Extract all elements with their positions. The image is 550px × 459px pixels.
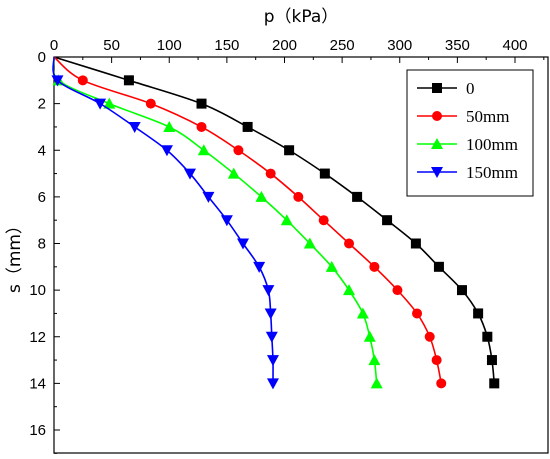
data-point [482,331,493,342]
x-tick-label: 100 [157,37,182,54]
data-point [363,330,376,342]
data-point [356,307,369,319]
data-point [262,285,275,297]
series-0 [53,56,500,389]
y-tick-label: 2 [38,96,46,113]
y-axis-title: s（mm） [5,217,25,293]
data-point [266,355,279,367]
data-point [343,284,356,296]
x-axis-title: p（kPa） [264,7,339,27]
data-point [77,75,88,86]
series-100mm [52,56,383,389]
y-tick-label: 8 [38,236,46,253]
data-point [280,214,293,226]
data-point [145,98,156,109]
legend-box [406,69,534,197]
legend-marker [432,111,442,121]
legend-label: 0 [466,79,475,98]
data-point [344,238,355,249]
x-tick-label: 0 [50,37,58,54]
x-tick-label: 250 [330,37,355,54]
data-point [163,120,176,132]
data-point [436,378,447,389]
x-tick-label: 150 [214,37,239,54]
data-point [319,168,330,179]
data-point [253,261,266,273]
y-tick-label: 14 [29,375,46,392]
data-point [128,121,141,133]
data-point [197,144,210,156]
data-point [382,215,393,226]
data-point [424,331,435,342]
data-point [412,308,423,319]
legend: 0 50mm 100mm 150mm [406,69,534,197]
data-point [489,378,500,389]
data-point [233,145,244,156]
legend-marker [431,138,443,149]
data-point [265,331,278,343]
data-point [303,237,316,249]
data-point [264,308,277,320]
data-point [456,285,467,296]
data-point [368,354,381,366]
data-point [196,121,207,132]
y-tick-label: 4 [38,142,46,159]
plot-frame [53,56,549,454]
data-point [183,168,196,180]
data-point [242,121,253,132]
data-point [255,190,268,202]
legend-label: 150mm [466,163,518,182]
data-point [325,260,338,272]
data-point [202,191,215,203]
y-tick-label: 10 [29,282,46,299]
y-tick-label: 12 [29,329,46,346]
x-tick-label: 300 [387,37,412,54]
y-tick-label: 16 [29,422,46,439]
data-point [51,75,64,87]
x-tick-label: 400 [502,37,527,54]
data-point [369,261,380,272]
data-point [266,378,279,390]
series-150mm [51,56,279,390]
x-axis: 0 50 100 150 200 250 300 350 400 [50,37,545,63]
y-tick-label: 6 [38,189,46,206]
data-point [227,167,240,179]
data-point [293,191,304,202]
x-tick-label: 50 [103,37,120,54]
y-axis: 0 2 4 6 8 10 12 14 16 [29,49,60,454]
series-line [52,56,274,384]
legend-marker [432,83,442,93]
data-point [392,285,403,296]
series-layer [51,56,500,390]
data-point [123,75,134,86]
data-point [431,355,442,366]
legend-label: 100mm [466,135,518,154]
data-point [486,355,497,366]
data-point [265,168,276,179]
x-tick-label: 200 [272,37,297,54]
data-point [160,145,173,157]
data-point [284,145,295,156]
data-point [237,238,250,250]
data-point [94,98,107,110]
data-point [410,238,421,249]
y-tick-label: 0 [38,49,46,66]
data-point [473,308,484,319]
legend-label: 50mm [466,107,509,126]
series-50mm [53,56,447,389]
data-point [318,215,329,226]
legend-marker [431,167,443,178]
data-point [352,191,363,202]
x-tick-label: 350 [445,37,470,54]
data-point [433,261,444,272]
data-point [370,377,383,389]
data-point [103,97,116,109]
data-point [220,215,233,227]
data-point [196,98,207,109]
